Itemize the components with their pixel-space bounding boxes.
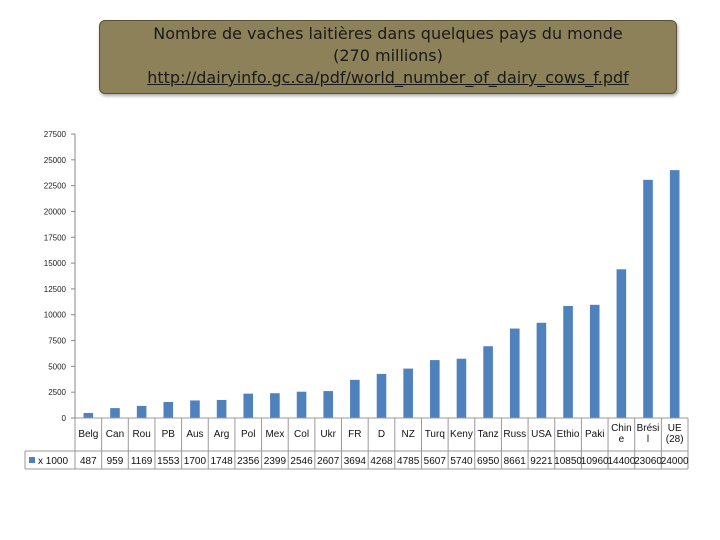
bar [376, 373, 387, 418]
category-label: Ukr [320, 429, 336, 440]
bar [296, 391, 307, 418]
bar [509, 328, 520, 418]
data-label: 2607 [317, 456, 340, 467]
legend-label: x 1000 [38, 456, 68, 467]
legend-swatch [29, 457, 35, 463]
data-label: 14400 [607, 456, 635, 467]
category-label: Ethio [557, 429, 580, 440]
bar [136, 405, 147, 418]
data-label: 1553 [157, 456, 180, 467]
category-label: (28) [666, 434, 684, 445]
y-tick-label: 5000 [48, 362, 66, 371]
data-label: 4268 [370, 456, 393, 467]
data-label: 5607 [424, 456, 447, 467]
data-label: 487 [80, 456, 97, 467]
data-label: 6950 [477, 456, 500, 467]
category-label: Turq [425, 429, 445, 440]
bar [643, 179, 653, 418]
data-label: 2356 [237, 456, 260, 467]
bar [589, 304, 600, 418]
bar [430, 360, 440, 418]
y-tick-label: 27500 [44, 130, 67, 139]
bar [536, 322, 547, 418]
category-label: UE [668, 423, 682, 434]
y-tick-label: 20000 [44, 207, 67, 216]
y-tick-label: 2500 [48, 388, 66, 397]
category-label: Rou [132, 429, 150, 440]
y-tick-label: 0 [62, 414, 67, 423]
category-label: e [619, 434, 625, 445]
category-label: Paki [585, 429, 604, 440]
y-tick-label: 15000 [44, 259, 67, 268]
bar [456, 358, 467, 418]
category-label: Tanz [478, 429, 499, 440]
y-tick-label: 10000 [44, 311, 67, 320]
data-label: 8661 [504, 456, 527, 467]
chart-subtitle: (270 millions) [333, 46, 443, 65]
bar [190, 400, 200, 418]
bar [83, 412, 94, 418]
bar [216, 399, 227, 418]
data-label: 24000 [661, 456, 689, 467]
data-label: 10960 [581, 456, 609, 467]
data-label: 959 [107, 456, 124, 467]
data-label: 9221 [530, 456, 553, 467]
category-label: D [378, 429, 385, 440]
category-label: PB [162, 429, 176, 440]
category-label: Mex [265, 429, 284, 440]
bar [243, 393, 254, 418]
y-tick-label: 12500 [44, 285, 67, 294]
category-label: Col [294, 429, 309, 440]
bar [616, 269, 627, 418]
category-label: Pol [241, 429, 255, 440]
y-tick-label: 7500 [48, 337, 66, 346]
bar [483, 346, 493, 418]
data-label: 5740 [450, 456, 473, 467]
category-label: USA [531, 429, 552, 440]
data-label: 10850 [554, 456, 582, 467]
category-label: Keny [450, 429, 473, 440]
bar [350, 379, 360, 418]
bar [563, 305, 573, 418]
data-label: 23060 [634, 456, 662, 467]
bar [669, 170, 680, 418]
category-label: Chin [611, 423, 632, 434]
bar [163, 401, 174, 418]
category-label: Russ [503, 429, 526, 440]
y-tick-label: 25000 [44, 156, 67, 165]
category-label: Can [106, 429, 124, 440]
data-label: 1748 [210, 456, 233, 467]
chart-title-box: Nombre de vaches laitières dans quelques… [99, 20, 677, 94]
y-tick-label: 17500 [44, 233, 67, 242]
category-label: Arg [214, 429, 230, 440]
data-label: 4785 [397, 456, 420, 467]
source-link[interactable]: http://dairyinfo.gc.ca/pdf/world_number_… [147, 68, 629, 87]
category-label: l [647, 434, 649, 445]
bar [270, 393, 280, 418]
category-label: NZ [401, 429, 414, 440]
data-label: 1700 [184, 456, 207, 467]
bar [403, 368, 413, 418]
category-label: Belg [78, 429, 98, 440]
bar [110, 408, 120, 418]
y-tick-label: 22500 [44, 182, 67, 191]
chart-title: Nombre de vaches laitières dans quelques… [153, 24, 623, 43]
data-label: 1169 [131, 456, 153, 467]
data-label: 2399 [264, 456, 287, 467]
data-label: 2546 [290, 456, 313, 467]
data-label: 3694 [344, 456, 367, 467]
category-label: Aus [186, 429, 203, 440]
category-label: Brési [637, 423, 660, 434]
category-label: FR [348, 429, 361, 440]
bar [323, 391, 333, 418]
